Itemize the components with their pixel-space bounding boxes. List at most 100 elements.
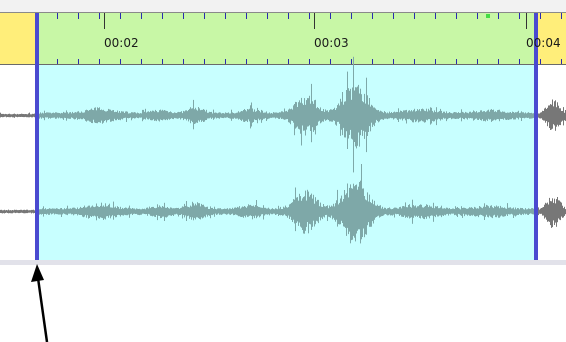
waveform-sample: [293, 105, 294, 123]
waveform-sample: [555, 100, 556, 131]
waveform-sample: [438, 208, 439, 217]
waveform-sample: [526, 209, 527, 214]
waveform-sample: [21, 209, 22, 213]
waveform-sample: [370, 202, 371, 227]
waveform-sample: [373, 107, 374, 125]
waveform-sample: [561, 202, 562, 217]
waveform-sample: [254, 206, 255, 219]
waveform-sample: [244, 109, 245, 122]
waveform-sample: [407, 207, 408, 218]
waveform-sample: [564, 112, 565, 121]
waveform-sample: [282, 111, 283, 119]
waveform-sample: [532, 208, 533, 215]
timeline-ruler[interactable]: [38, 13, 537, 65]
waveform-sample: [163, 110, 164, 120]
waveform-sample: [183, 110, 184, 121]
waveform-sample: [224, 113, 225, 118]
waveform-sample: [385, 112, 386, 119]
waveform-sample: [291, 108, 292, 121]
waveform-sample: [360, 88, 361, 136]
ruler-tick-bottom: [456, 59, 457, 64]
waveform-sample: [138, 113, 139, 119]
waveform-sample: [460, 209, 461, 216]
waveform-sample: [540, 112, 541, 119]
ruler-tick-top: [99, 13, 100, 19]
waveform-sample: [390, 113, 391, 118]
selection-start-handle[interactable]: [35, 13, 39, 260]
waveform-sample: [336, 200, 337, 220]
waveform-sample: [176, 207, 177, 214]
waveform-sample: [217, 113, 218, 118]
waveform-sample: [512, 208, 513, 215]
waveform-sample: [551, 201, 552, 228]
waveform-sample: [164, 202, 165, 221]
waveform-sample: [101, 202, 102, 218]
waveform-sample: [270, 113, 271, 118]
waveform-sample: [530, 113, 531, 119]
waveform-sample: [433, 112, 434, 122]
waveform-sample: [437, 206, 438, 217]
waveform-sample: [474, 111, 475, 120]
waveform-sample: [384, 207, 385, 215]
waveform-sample: [282, 209, 283, 216]
waveform-sample: [545, 107, 546, 123]
waveform-sample: [189, 207, 190, 219]
waveform-sample: [189, 108, 190, 120]
waveform-sample: [307, 189, 308, 222]
waveform-sample: [304, 196, 305, 234]
ruler-tick-bottom: [162, 59, 163, 64]
waveform-sample: [469, 207, 470, 216]
waveform-sample: [17, 210, 18, 213]
waveform-sample: [363, 188, 364, 229]
waveform-sample: [238, 111, 239, 120]
waveform-sample: [232, 207, 233, 214]
waveform-sample: [186, 110, 187, 121]
waveform-sample: [397, 112, 398, 120]
selection-end-handle[interactable]: [534, 13, 538, 260]
ruler-major-tick: [526, 13, 527, 29]
waveform-sample: [220, 112, 221, 118]
waveform-sample: [80, 112, 81, 119]
waveform-sample: [432, 110, 433, 121]
waveform-sample: [398, 108, 399, 122]
waveform-sample: [472, 112, 473, 119]
waveform-sample: [358, 186, 359, 230]
waveform-sample: [504, 207, 505, 217]
waveform-sample: [353, 183, 354, 236]
ruler-tick-bottom: [330, 59, 331, 64]
waveform-sample: [275, 208, 276, 215]
waveform-sample: [544, 108, 545, 121]
waveform-sample: [250, 204, 251, 216]
waveform-sample: [528, 208, 529, 215]
waveform-sample: [558, 200, 559, 219]
waveform-sample: [241, 207, 242, 217]
waveform-sample: [556, 107, 557, 127]
ruler-tick-top: [330, 13, 331, 19]
waveform-sample: [331, 109, 332, 122]
waveform-sample: [560, 108, 561, 126]
waveform-sample: [91, 206, 92, 217]
waveform-sample: [383, 112, 384, 120]
waveform-sample: [182, 206, 183, 219]
waveform-sample: [451, 209, 452, 214]
waveform-sample: [18, 114, 19, 117]
waveform-sample: [67, 112, 68, 119]
waveform-sample: [51, 208, 52, 215]
waveform-sample: [185, 205, 186, 216]
waveform-sample: [30, 210, 31, 213]
waveform-sample: [190, 205, 191, 218]
waveform-sample: [423, 207, 424, 219]
waveform-sample: [548, 105, 549, 123]
waveform-sample: [344, 101, 345, 138]
waveform-sample: [350, 88, 351, 130]
waveform-sample: [436, 206, 437, 215]
waveform-sample: [173, 208, 174, 216]
waveform-sample: [315, 99, 316, 135]
selection-region[interactable]: [38, 65, 537, 260]
waveform-sample: [61, 112, 62, 119]
waveform-sample: [553, 106, 554, 125]
waveform-sample: [231, 209, 232, 215]
waveform-sample: [330, 206, 331, 218]
waveform-sample: [269, 208, 270, 216]
